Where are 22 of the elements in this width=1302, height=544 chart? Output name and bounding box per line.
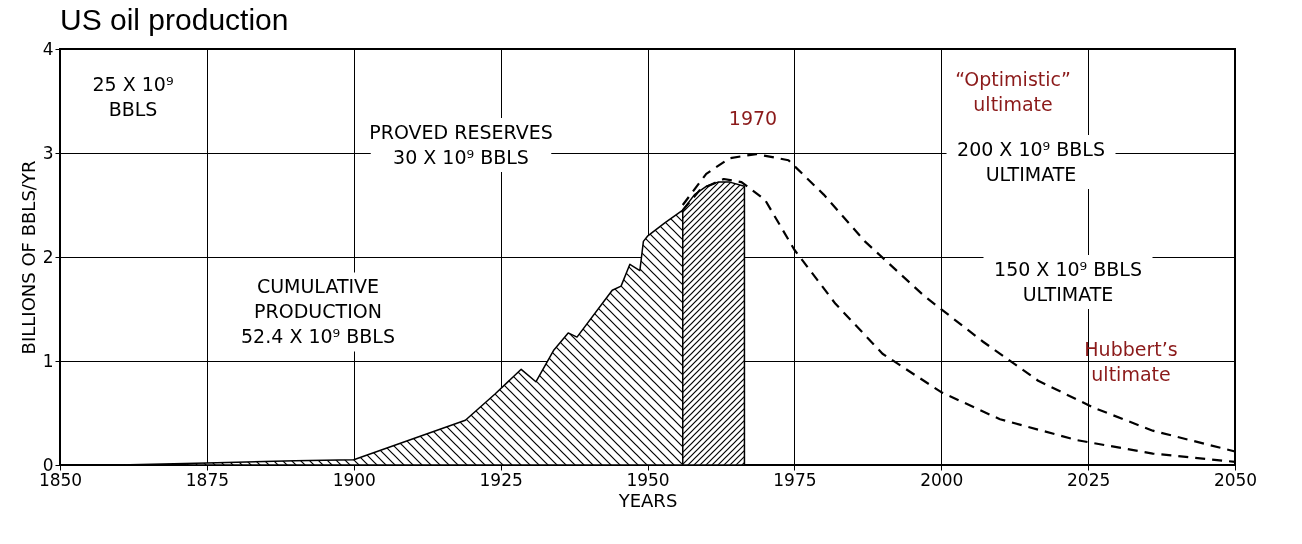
- annotation: 1970: [728, 107, 778, 129]
- chart-title: US oil production: [60, 3, 289, 36]
- x-tick-label: 2050: [1213, 469, 1258, 490]
- annotation: 150 X 10⁹ BBLS ULTIMATE: [994, 257, 1142, 305]
- y-tick-label: 3: [42, 142, 54, 163]
- y-tick-label: 4: [42, 38, 54, 59]
- x-tick-label: 1925: [479, 469, 523, 490]
- x-tick-label: 1900: [332, 469, 376, 490]
- x-tick-label: 2025: [1066, 469, 1111, 490]
- x-tick-label: 1975: [773, 469, 817, 490]
- annotation: PROVED RESERVES 30 X 10⁹ BBLS: [369, 120, 553, 168]
- x-tick-label: 2000: [920, 469, 964, 490]
- annotation: 25 X 10⁹ BBLS: [92, 72, 174, 120]
- x-tick-label: 1875: [185, 469, 230, 490]
- annotation: 200 X 10⁹ BBLS ULTIMATE: [957, 137, 1105, 185]
- annotation: CUMULATIVE PRODUCTION 52.4 X 10⁹ BBLS: [241, 275, 395, 347]
- annotation: “Optimistic” ultimate: [955, 67, 1071, 115]
- y-tick-label: 2: [42, 246, 54, 267]
- y-tick-label: 1: [42, 350, 54, 371]
- x-axis-title: YEARS: [617, 489, 678, 511]
- x-tick-label: 1950: [626, 469, 670, 490]
- y-axis-title: BILLIONS OF BBLS/YR: [17, 160, 39, 355]
